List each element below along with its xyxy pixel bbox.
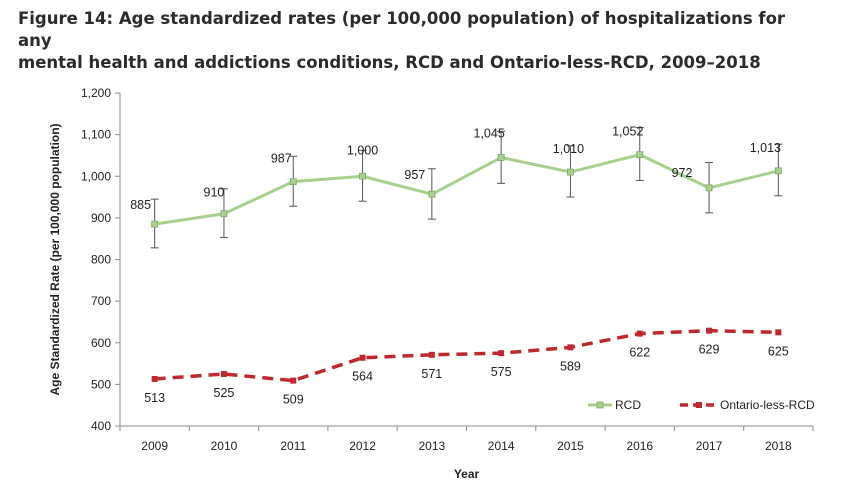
rcd-data-label: 1,000 xyxy=(347,143,378,157)
rcd-point xyxy=(359,172,366,180)
x-tick-label: 2015 xyxy=(557,439,584,453)
rcd-point xyxy=(428,190,436,198)
y-tick-label: 600 xyxy=(91,336,111,350)
chart-series: 885 910 987 1,000 957 1,045 1,010 1,052 972 1,013… xyxy=(130,125,789,407)
x-tick-label: 2017 xyxy=(696,439,723,453)
rcd-point xyxy=(774,167,782,175)
y-tick-label: 1,200 xyxy=(81,86,111,100)
figure-title: Figure 14: Age standardized rates (per 1… xyxy=(18,8,818,74)
ontario-point xyxy=(775,329,782,336)
rcd-point xyxy=(705,184,713,192)
ontario-data-label: 513 xyxy=(144,391,165,405)
chart-legend: RCD Ontario-less-RCD xyxy=(588,398,815,412)
x-tick-label: 2010 xyxy=(211,439,238,453)
x-tick-label: 2012 xyxy=(349,439,376,453)
rcd-point xyxy=(151,220,159,228)
y-tick-label: 800 xyxy=(91,253,111,267)
ontario-data-label: 589 xyxy=(560,359,581,373)
rcd-series-line xyxy=(154,153,779,226)
figure-title-line-1: Figure 14: Age standardized rates (per 1… xyxy=(18,9,786,50)
x-tick-label: 2013 xyxy=(418,439,445,453)
x-tick-label: 2011 xyxy=(280,439,306,453)
ontario-point xyxy=(290,377,297,384)
rcd-data-label: 1,013 xyxy=(750,141,781,155)
rcd-data-label: 1,045 xyxy=(474,127,505,141)
ontario-series-line xyxy=(154,328,779,383)
ontario-point xyxy=(498,350,505,357)
ontario-data-label: 575 xyxy=(491,365,512,379)
y-tick-label: 1,000 xyxy=(81,169,111,183)
rcd-point xyxy=(220,210,228,218)
y-tick-label: 400 xyxy=(91,419,111,433)
legend-ontario-marker xyxy=(696,402,702,408)
rcd-data-label: 1,010 xyxy=(553,142,584,156)
ontario-data-label: 509 xyxy=(283,393,304,407)
x-tick-label: 2016 xyxy=(626,439,653,453)
y-axis-ticks: 400 500 600 700 800 900 1,000 1,100 1,200 xyxy=(81,86,120,433)
ontario-point xyxy=(151,375,158,382)
ontario-data-label: 525 xyxy=(214,386,235,400)
rcd-data-label: 1,052 xyxy=(612,125,643,139)
ontario-point xyxy=(636,330,643,337)
rcd-point xyxy=(497,154,505,161)
y-axis-title: Age Standardized Rate (per 100,000 popul… xyxy=(48,123,62,395)
rcd-data-label: 957 xyxy=(404,168,425,182)
legend-rcd-marker xyxy=(596,401,604,409)
legend-ontario-label: Ontario-less-RCD xyxy=(720,398,815,412)
rcd-data-label: 885 xyxy=(130,198,151,212)
y-tick-label: 500 xyxy=(91,377,111,391)
ontario-point xyxy=(567,344,574,351)
ontario-point xyxy=(428,351,435,358)
ontario-point xyxy=(359,354,366,361)
rcd-point xyxy=(289,178,297,186)
legend-rcd-label: RCD xyxy=(615,398,641,412)
x-tick-label: 2009 xyxy=(141,439,168,453)
ontario-data-label: 629 xyxy=(699,343,720,357)
rcd-point xyxy=(636,151,644,159)
figure-title-line-2: mental health and addictions conditions,… xyxy=(18,53,761,72)
ontario-data-label: 622 xyxy=(629,346,650,360)
rcd-data-label: 987 xyxy=(271,152,292,166)
y-tick-label: 700 xyxy=(91,294,111,308)
ontario-point xyxy=(706,327,713,334)
y-tick-label: 1,100 xyxy=(81,128,111,142)
x-axis-ticks: 2009 2010 2011 2012 2013 2014 2015 2016 2017 2018 xyxy=(119,426,814,453)
x-tick-label: 2018 xyxy=(765,439,792,453)
ontario-data-label: 625 xyxy=(768,344,789,358)
ontario-data-label: 564 xyxy=(352,370,373,384)
y-tick-label: 900 xyxy=(91,211,111,225)
x-tick-label: 2014 xyxy=(488,439,515,453)
ontario-point xyxy=(220,370,227,377)
rcd-point xyxy=(567,168,574,176)
rcd-data-label: 910 xyxy=(204,186,225,200)
rcd-data-label: 972 xyxy=(672,166,693,180)
ontario-data-label: 571 xyxy=(421,367,442,381)
x-axis-title: Year xyxy=(454,467,480,481)
